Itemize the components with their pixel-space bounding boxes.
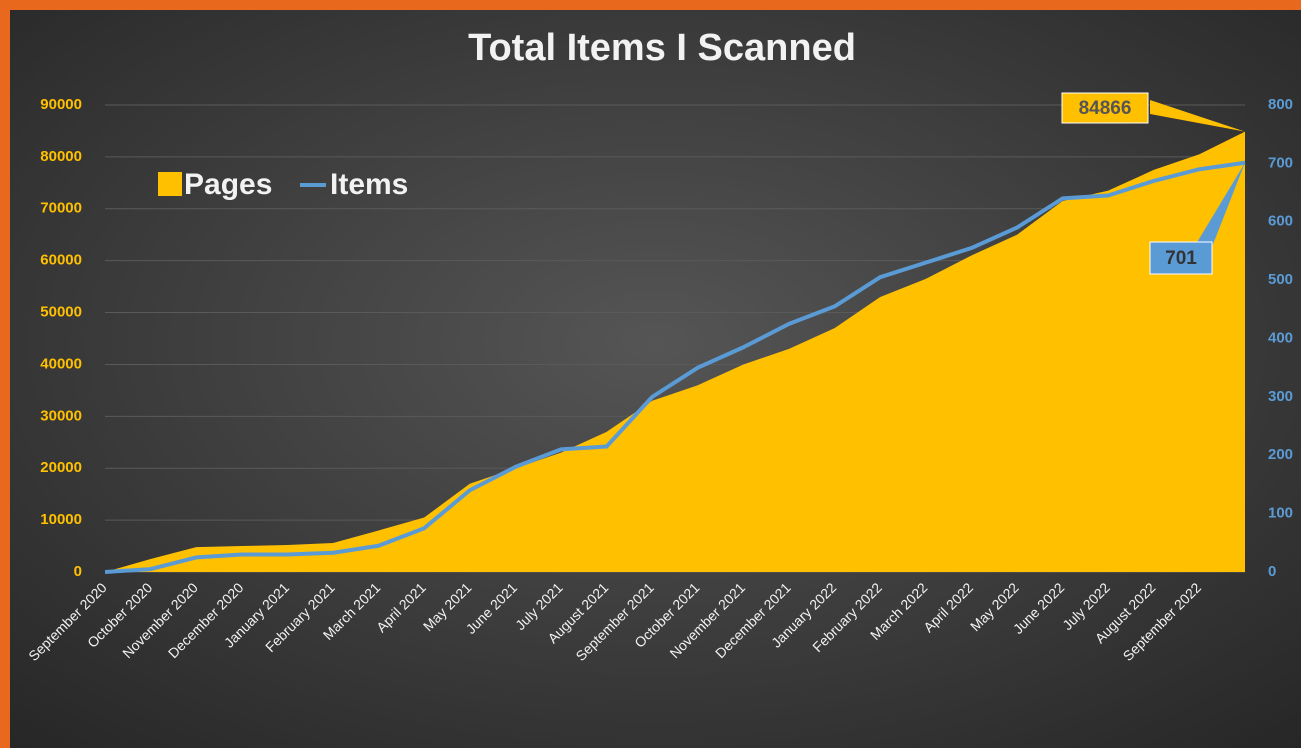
legend-swatch (158, 172, 182, 196)
y-tick-label: 50000 (40, 304, 82, 321)
y-tick-label: 20000 (40, 459, 82, 476)
pages-data-label: 84866 (1079, 98, 1132, 119)
items-data-label: 701 (1165, 248, 1197, 269)
pages-label-box (1061, 92, 1149, 124)
y2-tick-label: 200 (1268, 446, 1293, 463)
y-tick-label: 70000 (40, 200, 82, 217)
items-label-box (1149, 241, 1213, 275)
y2-tick-label: 100 (1268, 505, 1293, 522)
y2-tick-label: 0 (1268, 563, 1276, 580)
items-callout (1196, 162, 1245, 252)
items-line (104, 160, 1246, 574)
y-tick-label: 90000 (40, 96, 82, 113)
y-tick-label: 30000 (40, 407, 82, 424)
y2-tick-label: 700 (1268, 154, 1293, 171)
chart-title: Total Items I Scanned (468, 27, 856, 69)
y2-tick-label: 500 (1268, 271, 1293, 288)
y2-tick-label: 400 (1268, 329, 1293, 346)
y-tick-label: 60000 (40, 252, 82, 269)
legend-label: Items (330, 168, 408, 201)
y-tick-label: 0 (74, 563, 82, 580)
pages-callout (1150, 100, 1245, 132)
y-tick-label: 40000 (40, 355, 82, 372)
y-tick-label: 10000 (40, 511, 82, 528)
y2-tick-label: 600 (1268, 213, 1293, 230)
pages-area (105, 131, 1245, 572)
y2-tick-label: 800 (1268, 96, 1293, 113)
y2-tick-label: 300 (1268, 388, 1293, 405)
y-tick-label: 80000 (40, 148, 82, 165)
legend-label: Pages (184, 168, 272, 201)
